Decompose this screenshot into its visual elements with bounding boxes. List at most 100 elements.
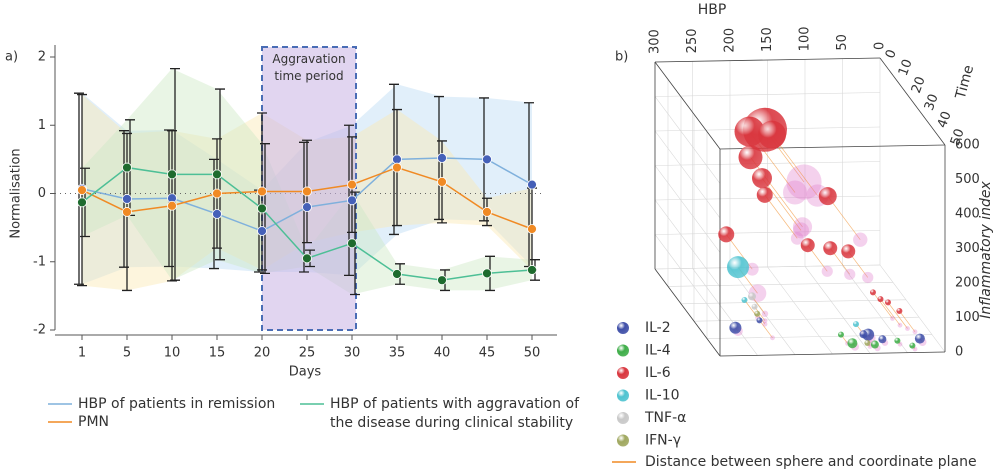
distance-line [761, 177, 802, 231]
marker [347, 238, 357, 249]
bubble [909, 342, 916, 349]
bubble [818, 187, 837, 206]
marker [257, 186, 267, 197]
marker [482, 207, 492, 217]
distance-line [887, 302, 908, 329]
projection [762, 321, 768, 327]
bubble [870, 289, 876, 296]
projection [770, 335, 775, 341]
y-tick-label: 0 [883, 48, 900, 61]
x-tick-label: 50 [524, 346, 541, 361]
y-axis-label: Normalisation [9, 148, 24, 238]
marker [167, 169, 177, 180]
bubble [885, 299, 891, 306]
marker [302, 186, 312, 197]
bubble [853, 321, 859, 328]
bubble [878, 335, 887, 344]
grid-line [729, 267, 796, 355]
projection [853, 232, 868, 247]
grid-line [654, 130, 721, 219]
grid-line [692, 268, 758, 356]
x-tick-label: 50 [835, 34, 850, 51]
z-tick-label: 200 [955, 276, 980, 291]
bubble [847, 338, 858, 349]
grid-line [680, 299, 907, 305]
y-tick-label: 50 [948, 127, 968, 148]
grid-line [804, 266, 871, 354]
projection [783, 180, 807, 205]
marker [167, 200, 177, 211]
legend-label: HBP of patients in remission [78, 396, 276, 412]
legend-swatch [617, 412, 629, 424]
marker [437, 153, 447, 163]
y-tick-label: -1 [33, 254, 46, 269]
marker [77, 197, 87, 208]
distance-line [880, 298, 901, 326]
panel-label: a) [5, 50, 18, 65]
grid-line [706, 334, 933, 339]
grid-line [693, 316, 920, 322]
box-edge [654, 268, 721, 357]
x-tick-label: 45 [479, 346, 496, 361]
y-tick-label: -2 [33, 323, 46, 338]
projection [862, 271, 874, 284]
distance-line [827, 195, 861, 240]
marker [302, 202, 312, 213]
projection [897, 322, 903, 328]
bubble [734, 116, 765, 147]
marker [257, 203, 267, 214]
box-edge [719, 351, 946, 357]
grid-line [654, 230, 881, 235]
box-edge [654, 57, 881, 63]
legend-label: IFN-γ [645, 433, 681, 449]
bubble [752, 168, 772, 189]
legend-swatch [617, 322, 629, 334]
legend-label: IL-4 [645, 343, 671, 359]
x-tick-label: 30 [344, 346, 361, 361]
bubble [823, 241, 838, 256]
x-tick-label: 25 [299, 346, 316, 361]
bubble [914, 333, 925, 344]
bubble [864, 339, 871, 346]
marker [527, 224, 537, 234]
bubble [896, 307, 903, 314]
bubble [718, 226, 735, 243]
y-tick-label: 0 [38, 186, 46, 201]
z-tick-label: 300 [955, 241, 980, 256]
bubble [754, 310, 761, 317]
distance-line [759, 320, 773, 339]
legend-label: Distance between sphere and coordinate p… [645, 454, 977, 470]
projection [793, 222, 809, 239]
projection [790, 231, 804, 245]
projection [761, 310, 769, 317]
projection [821, 265, 833, 277]
x-tick-label: 20 [254, 346, 271, 361]
bubble [870, 340, 879, 349]
marker [122, 162, 132, 173]
projection [745, 262, 759, 276]
marker [437, 275, 447, 286]
marker [77, 185, 87, 195]
z-tick-label: 400 [955, 207, 980, 222]
marker [122, 194, 132, 204]
x-tick-label: 15 [209, 346, 226, 361]
bubble [838, 331, 844, 338]
x-tick-label: 35 [389, 346, 406, 361]
y-tick-label: 2 [38, 50, 46, 65]
x-tick-label: 1 [78, 346, 86, 361]
x-tick-label: 300 [648, 29, 663, 54]
marker [122, 207, 132, 217]
legend-swatch [617, 344, 629, 357]
bubble [841, 244, 856, 259]
z-axis-label: Inflammatory index [978, 181, 994, 319]
y-tick-label: 10 [896, 57, 916, 78]
legend-swatch [617, 367, 629, 379]
marker [392, 162, 402, 173]
distance-line [872, 292, 893, 319]
grid-line [767, 266, 833, 355]
marker [482, 268, 492, 279]
projection [905, 326, 910, 331]
marker [482, 154, 492, 165]
